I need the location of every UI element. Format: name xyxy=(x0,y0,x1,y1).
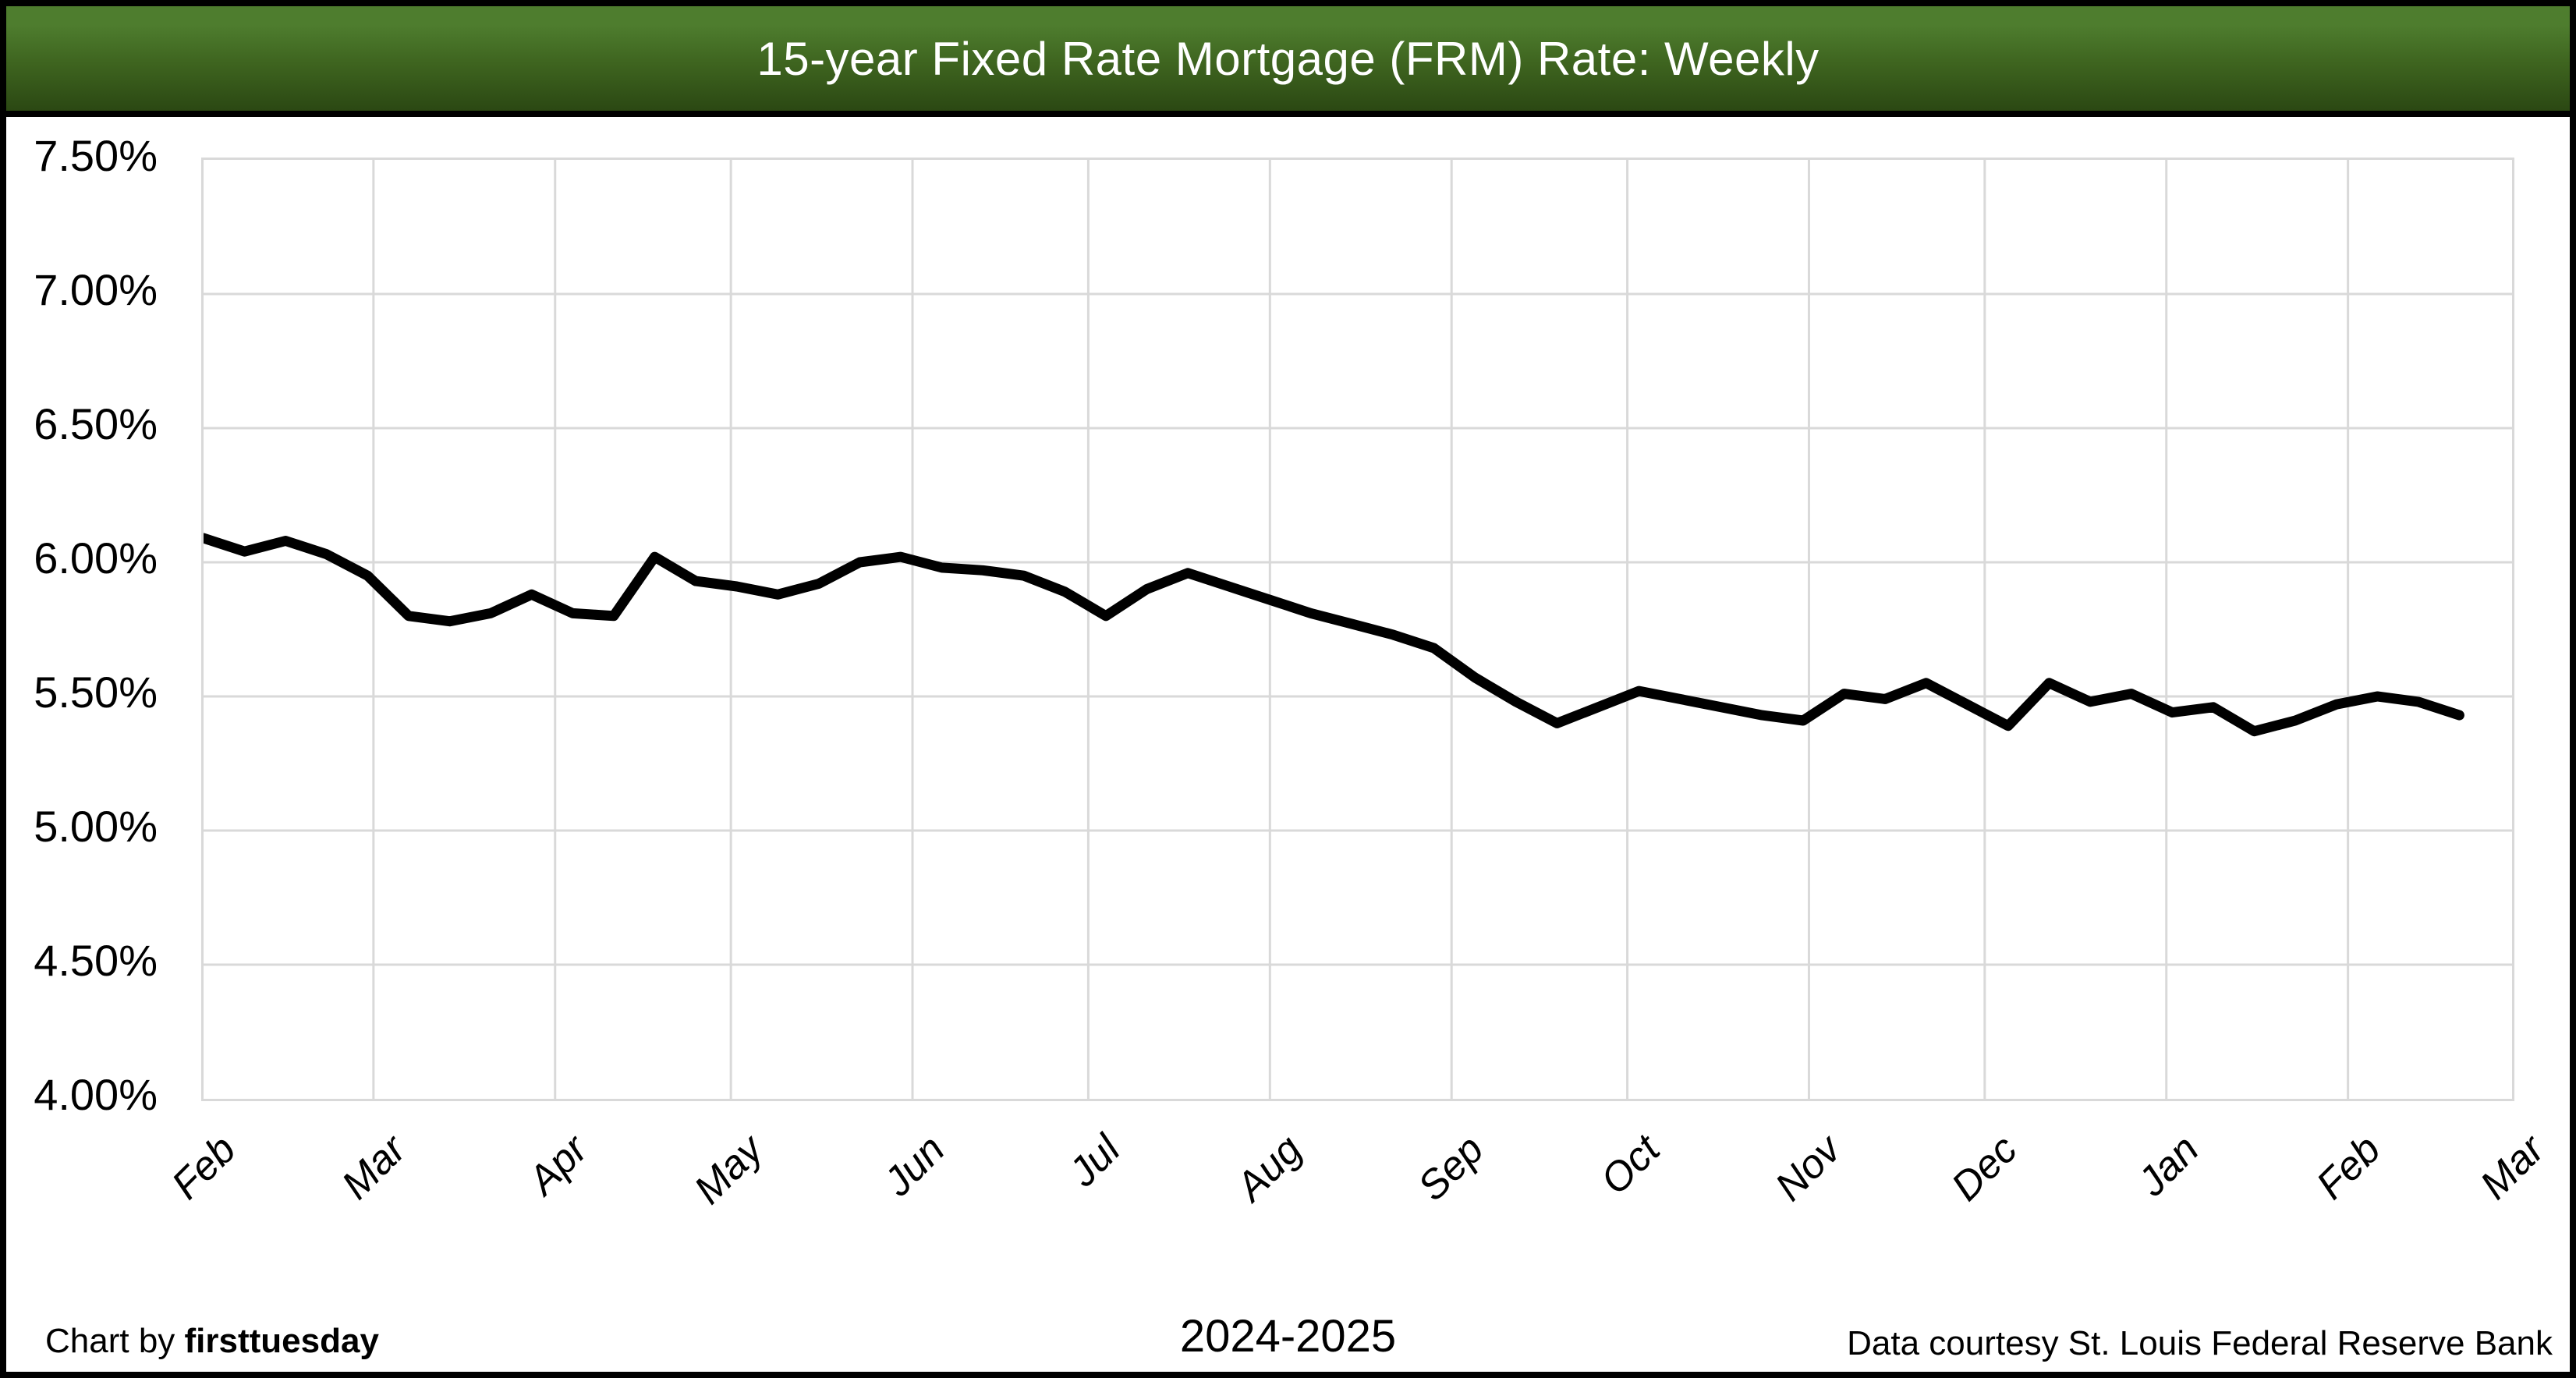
x-axis-tick-label: Feb xyxy=(163,1126,245,1209)
period-label: 2024-2025 xyxy=(1179,1311,1397,1362)
page-border-right xyxy=(2570,0,2576,1378)
y-axis-tick-label: 7.50% xyxy=(34,130,158,180)
x-axis-tick-label: May xyxy=(686,1126,772,1213)
x-axis-tick-label: Nov xyxy=(1766,1126,1851,1210)
x-axis-tick-label: Mar xyxy=(2471,1126,2553,1209)
y-axis-tick-label: 5.00% xyxy=(34,801,158,851)
x-axis-tick-label: Jan xyxy=(2129,1126,2208,1206)
y-axis-tick-label: 4.00% xyxy=(34,1069,158,1119)
chart-gridlines xyxy=(204,160,2512,1099)
page-border-left xyxy=(0,0,6,1378)
chart-credit-prefix: Chart by xyxy=(45,1322,185,1360)
chart-credit: Chart by firsttuesday xyxy=(45,1322,379,1361)
x-axis-tick-label: Apr xyxy=(519,1126,597,1203)
y-axis-tick-label: 6.50% xyxy=(34,399,158,448)
page-border-bottom xyxy=(0,1372,2576,1378)
y-axis-tick-label: 5.50% xyxy=(34,667,158,717)
x-axis-tick-label: Feb xyxy=(2307,1126,2390,1209)
y-axis-tick-label: 6.00% xyxy=(34,533,158,583)
chart-credit-brand: firsttuesday xyxy=(184,1322,379,1360)
x-axis-tick-label: Dec xyxy=(1943,1126,2026,1210)
y-axis-tick-label: 7.00% xyxy=(34,264,158,314)
x-axis-tick-label: Aug xyxy=(1228,1126,1312,1210)
x-axis-tick-label: Jun xyxy=(875,1126,954,1206)
x-axis-tick-label: Mar xyxy=(333,1126,415,1209)
title-bar: 15-year Fixed Rate Mortgage (FRM) Rate: … xyxy=(0,0,2576,117)
chart-plot-area xyxy=(201,158,2514,1101)
data-source-credit: Data courtesy St. Louis Federal Reserve … xyxy=(1847,1324,2553,1362)
x-axis-tick-label: Sep xyxy=(1409,1126,1493,1210)
x-axis-tick-label: Jul xyxy=(1061,1126,1130,1196)
x-axis-tick-label: Oct xyxy=(1592,1126,1669,1203)
y-axis-tick-label: 4.50% xyxy=(34,935,158,985)
frm-rate-line xyxy=(204,533,2464,737)
page-title: 15-year Fixed Rate Mortgage (FRM) Rate: … xyxy=(757,32,1819,85)
frm-rate-line-layer xyxy=(204,533,2464,737)
title-bar-gradient: 15-year Fixed Rate Mortgage (FRM) Rate: … xyxy=(6,6,2570,111)
